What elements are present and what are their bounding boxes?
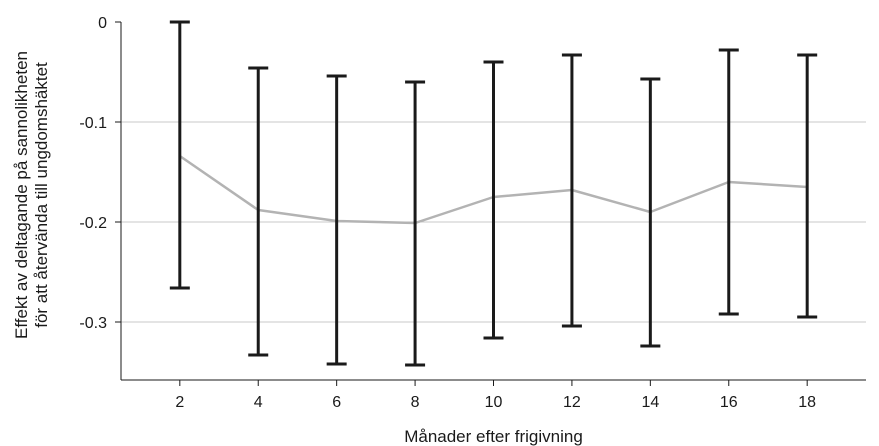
- y-tick-label: -0.1: [79, 115, 107, 132]
- x-tick-label: 16: [720, 394, 738, 411]
- x-tick-label: 14: [641, 394, 659, 411]
- y-axis-title-line-1: Effekt av deltagande på sannolikheten: [12, 51, 31, 339]
- y-tick-label: -0.2: [79, 215, 107, 232]
- x-axis-title: Månader efter frigivning: [404, 427, 583, 446]
- x-tick-label: 4: [254, 394, 263, 411]
- x-tick-labels: 2 4 6 8 10 12 14 16 18: [175, 394, 816, 411]
- y-tick-label: -0.3: [79, 315, 107, 332]
- x-tick-label: 12: [563, 394, 581, 411]
- x-tick-label: 8: [411, 394, 420, 411]
- x-tick-label: 2: [175, 394, 184, 411]
- error-bars: [169, 20, 818, 367]
- y-axis-title-line-2: för att återvända till ungdomshäktet: [32, 62, 51, 328]
- x-tick-label: 18: [798, 394, 816, 411]
- x-tick-label: 6: [332, 394, 341, 411]
- x-tick-label: 10: [485, 394, 503, 411]
- axes: [115, 21, 866, 386]
- y-tick-label: 0: [98, 15, 107, 32]
- y-tick-labels: 0 -0.1 -0.2 -0.3: [79, 15, 107, 332]
